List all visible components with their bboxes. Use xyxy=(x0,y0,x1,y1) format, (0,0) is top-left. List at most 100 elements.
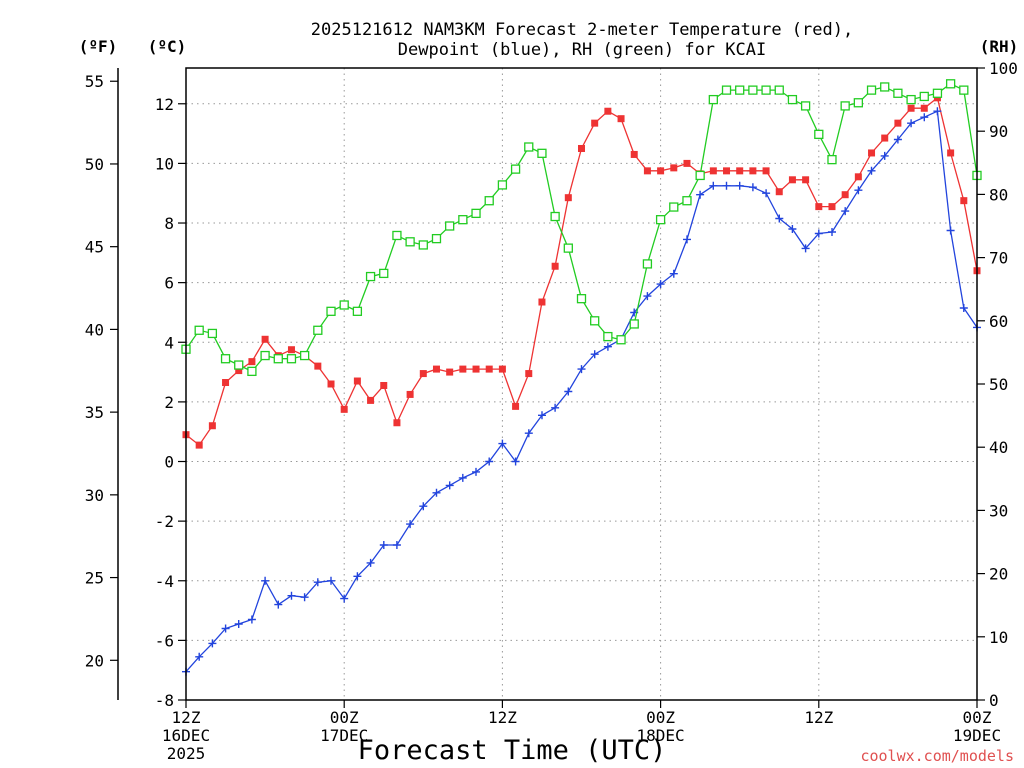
rh-point xyxy=(365,271,376,282)
2-meter-temperature-point xyxy=(643,167,651,175)
rh-line xyxy=(185,83,978,373)
rh-point xyxy=(669,202,679,212)
celsius-tick-label: 4 xyxy=(164,333,174,352)
rh-point xyxy=(800,101,811,111)
2-meter-temperature-point xyxy=(617,115,625,123)
rh-point xyxy=(471,208,481,219)
x-tick-label: 00Z xyxy=(963,708,992,727)
celsius-tick-label: -4 xyxy=(155,572,174,591)
dewpoint-point xyxy=(195,652,204,661)
rh-point xyxy=(313,325,323,335)
rh-unit-label: (RH) xyxy=(980,37,1019,56)
2-meter-temperature-point xyxy=(630,150,638,158)
rh-point xyxy=(286,354,297,364)
2-meter-temperature-point xyxy=(525,370,533,378)
dewpoint-point xyxy=(656,280,665,289)
2-meter-temperature-point xyxy=(446,368,454,376)
rh-point xyxy=(655,215,666,225)
x-tick-year-label: 2025 xyxy=(167,744,206,763)
2-meter-temperature-point xyxy=(340,405,348,413)
dewpoint-point xyxy=(814,229,823,238)
rh-point xyxy=(906,94,916,105)
rh-point xyxy=(787,94,798,105)
chart-title-line-1: 2025121612 NAM3KM Forecast 2-meter Tempe… xyxy=(311,20,853,40)
dewpoint-point xyxy=(445,481,454,490)
2-meter-temperature-point xyxy=(551,262,559,270)
2-meter-temperature-point xyxy=(960,197,968,205)
rh-point xyxy=(695,170,705,181)
chart-title-line-2: Dewpoint (blue), RH (green) for KCAI xyxy=(398,40,766,60)
2-meter-temperature-point xyxy=(868,149,876,157)
dewpoint-point xyxy=(432,488,441,497)
x-tick-date-label: 16DEC xyxy=(162,726,210,745)
2-meter-temperature-point xyxy=(419,370,427,378)
dewpoint-series xyxy=(182,107,981,676)
2-meter-temperature-point xyxy=(406,390,414,398)
2-meter-temperature-point xyxy=(472,365,480,373)
dewpoint-point xyxy=(392,541,401,549)
rh-point xyxy=(339,300,349,310)
rh-tick-label: 90 xyxy=(989,122,1008,141)
rh-point xyxy=(458,215,468,225)
fahrenheit-tick-label: 25 xyxy=(85,569,104,588)
rh-point xyxy=(431,233,442,244)
celsius-tick-label: 8 xyxy=(164,214,174,233)
2-meter-temperature-point xyxy=(749,167,757,175)
fahrenheit-tick-label: 55 xyxy=(85,72,104,91)
2-meter-temperature-point xyxy=(222,379,230,387)
dewpoint-point xyxy=(722,181,731,190)
x-tick-label: 00Z xyxy=(330,708,359,727)
rh-tick-label: 20 xyxy=(989,565,1008,584)
rh-point xyxy=(853,98,863,108)
dewpoint-point xyxy=(485,457,494,466)
dewpoint-point xyxy=(893,135,902,144)
rh-point xyxy=(814,129,824,140)
rh-point xyxy=(405,237,415,247)
rh-point xyxy=(247,366,257,377)
2-meter-temperature-point xyxy=(854,173,862,181)
x-tick-date-label: 19DEC xyxy=(953,726,1001,745)
dewpoint-point xyxy=(854,186,863,195)
dewpoint-point xyxy=(828,228,836,236)
2-meter-temperature-point xyxy=(802,176,810,184)
2-meter-temperature-point xyxy=(498,365,506,373)
dewpoint-point xyxy=(577,365,586,374)
dewpoint-point xyxy=(683,235,691,244)
rh-point xyxy=(234,360,244,370)
celsius-tick-label: -6 xyxy=(155,631,174,650)
x-tick-date-label: 18DEC xyxy=(637,726,685,745)
rh-point xyxy=(761,85,771,95)
dewpoint-point xyxy=(208,639,217,648)
rh-tick-label: 70 xyxy=(989,249,1008,268)
rh-point xyxy=(880,82,890,92)
dewpoint-point xyxy=(788,225,797,233)
celsius-tick-label: 12 xyxy=(155,95,174,114)
dewpoint-point xyxy=(841,207,850,216)
2-meter-temperature-point xyxy=(538,298,546,306)
x-tick-label: 00Z xyxy=(646,708,675,727)
2-meter-temperature-point xyxy=(907,104,915,112)
rh-point xyxy=(893,88,903,98)
2-meter-temperature-point xyxy=(380,381,388,389)
celsius-tick-label: -8 xyxy=(155,691,174,710)
2-meter-temperature-point xyxy=(881,134,889,142)
dewpoint-point xyxy=(366,558,375,567)
rh-point xyxy=(827,154,837,165)
dewpoint-point xyxy=(959,304,968,312)
dewpoint-point xyxy=(907,119,916,128)
2-meter-temperature-point xyxy=(775,188,783,196)
2-meter-temperature-point xyxy=(512,402,520,410)
dewpoint-point xyxy=(340,594,349,603)
2-meter-temperature-point xyxy=(578,144,585,152)
gridlines xyxy=(186,68,977,700)
rh-tick-label: 40 xyxy=(989,438,1008,457)
celsius-unit-label: (ºC) xyxy=(148,37,187,56)
dewpoint-point xyxy=(221,624,230,633)
rh-tick-label: 50 xyxy=(989,375,1008,394)
rh-point xyxy=(576,294,587,304)
rh-tick-label: 80 xyxy=(989,185,1008,204)
2-meter-temperature-point xyxy=(788,176,796,184)
2-meter-temperature-point xyxy=(485,365,493,373)
rh-point xyxy=(326,306,336,316)
